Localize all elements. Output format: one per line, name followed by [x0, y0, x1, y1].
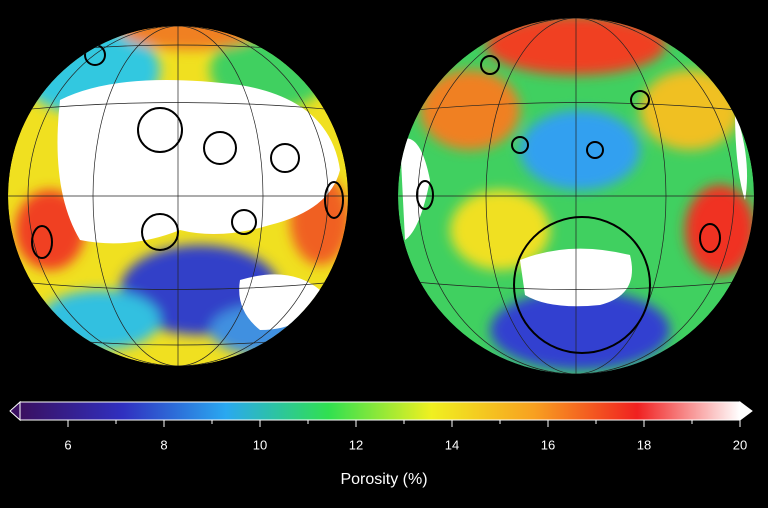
tick-label: 18 [637, 437, 651, 452]
colorbar-gradient [19, 401, 741, 421]
tick-label: 12 [349, 437, 363, 452]
tick-label: 16 [541, 437, 555, 452]
colorbar: 6 8 10 12 14 16 18 20 [9, 400, 753, 452]
right-globe [398, 18, 754, 374]
tick-label: 14 [445, 437, 459, 452]
colorbar-min-arrow [9, 400, 21, 422]
colorbar-max-arrow [739, 401, 753, 421]
tick-label: 10 [253, 437, 267, 452]
colorbar-label: Porosity (%) [340, 471, 427, 488]
left-globe [8, 26, 348, 366]
tick-label: 20 [733, 437, 747, 452]
tick-label: 8 [160, 437, 167, 452]
tick-label: 6 [64, 437, 71, 452]
